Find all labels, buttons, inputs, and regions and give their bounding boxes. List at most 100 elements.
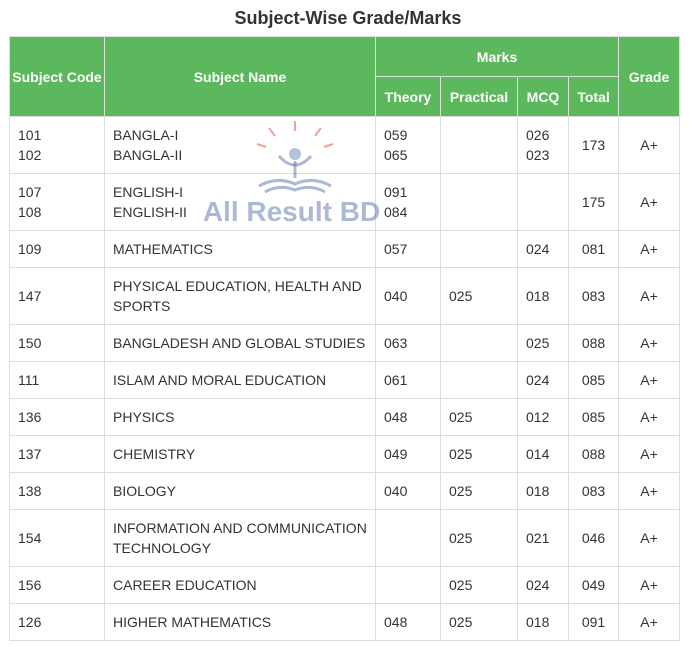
total-mark: 049 [567,566,620,604]
total-mark: 091 [567,603,620,641]
header-grade: Grade [618,36,681,117]
table-row: 126 HIGHER MATHEMATICS 048 025 018 091 A… [9,603,681,641]
theory-mark: 059 [384,127,408,143]
table-row: 147 PHYSICAL EDUCATION, HEALTH AND SPORT… [9,267,681,325]
subject-code: 147 [9,267,105,325]
theory-mark: 091 [384,184,408,200]
table-row: 136 PHYSICS 048 025 012 085 A+ [9,398,681,436]
theory-mark: 048 [375,603,441,641]
mcq-mark: 012 [517,398,569,436]
mcq-mark: 018 [517,267,569,325]
theory-mark: 048 [375,398,441,436]
header-marks: Marks [374,36,620,77]
table-row: 138 BIOLOGY 040 025 018 083 A+ [9,472,681,510]
theory-mark: 040 [375,267,441,325]
header-row-sub: Theory Practical MCQ Total [10,76,680,117]
grade: A+ [618,361,681,399]
mcq-mark: 024 [517,566,569,604]
theory-mark: 084 [384,204,408,220]
theory-mark: 061 [375,361,441,399]
total-mark: 085 [567,361,620,399]
theory-mark: 065 [384,147,408,163]
subject-name: ISLAM AND MORAL EDUCATION [104,361,376,399]
total-mark: 046 [567,509,620,567]
mcq-cell: 026 023 [517,116,569,174]
grade: A+ [618,603,681,641]
subject-name: MATHEMATICS [104,230,376,268]
practical-mark [440,361,518,399]
subject-name: BIOLOGY [104,472,376,510]
practical-mark: 025 [440,435,518,473]
mcq-mark: 021 [517,509,569,567]
subject-code: 136 [9,398,105,436]
total-cell: 173 [567,116,620,174]
mcq-mark: 018 [517,603,569,641]
page-title: Subject-Wise Grade/Marks [234,8,462,28]
marks-table-container: Subject Code Subject Name Marks Grade Th… [9,36,681,641]
total-mark: 083 [567,472,620,510]
grade-cell: A+ [618,173,681,231]
subject-name: CHEMISTRY [104,435,376,473]
theory-mark: 049 [375,435,441,473]
practical-mark [440,230,518,268]
subject-code: 111 [9,361,105,399]
header-row-top: Subject Code Subject Name Marks Grade [9,36,681,117]
table-row: 137 CHEMISTRY 049 025 014 088 A+ [9,435,681,473]
table-row: 101 102 BANGLA-I BANGLA-II 059 065 026 023 1… [9,116,681,174]
subject-name: HIGHER MATHEMATICS [104,603,376,641]
grade: A+ [618,230,681,268]
total-mark: 083 [567,267,620,325]
practical-mark [440,324,518,362]
mcq-mark: 024 [517,230,569,268]
grade-cell: A+ [618,116,681,174]
subject-code: 150 [9,324,105,362]
theory-mark [375,566,441,604]
subject-name: INFORMATION AND COMMUNICATION TECHNOLOGY [104,509,376,567]
theory-mark: 040 [375,472,441,510]
table-row: 111 ISLAM AND MORAL EDUCATION 061 024 08… [9,361,681,399]
grade: A+ [618,398,681,436]
grade: A+ [618,566,681,604]
practical-mark: 025 [440,398,518,436]
subject-code: 109 [9,230,105,268]
grade: A+ [618,435,681,473]
practical-cell [440,116,518,174]
subject-name: PHYSICAL EDUCATION, HEALTH AND SPORTS [104,267,376,325]
table-row: 109 MATHEMATICS 057 024 081 A+ [9,230,681,268]
practical-cell [440,173,518,231]
subject-name-cell: BANGLA-I BANGLA-II [104,116,376,174]
subject-code: 101 [18,127,42,143]
header-practical: Practical [440,76,518,117]
mcq-mark: 018 [517,472,569,510]
theory-cell: 091 084 [375,173,441,231]
subject-name: CAREER EDUCATION [104,566,376,604]
table-row: 156 CAREER EDUCATION 025 024 049 A+ [9,566,681,604]
total-mark: 085 [567,398,620,436]
mcq-mark: 026 [526,127,550,143]
practical-mark: 025 [440,267,518,325]
table-row: 107 108 ENGLISH-I ENGLISH-II 091 084 175 A+ [9,173,681,231]
practical-mark: 025 [440,509,518,567]
total-cell: 175 [567,173,620,231]
subject-name: PHYSICS [104,398,376,436]
subject-code: 108 [18,204,42,220]
grade: A+ [618,267,681,325]
subject-code: 126 [9,603,105,641]
subject-code: 154 [9,509,105,567]
table-row: 150 BANGLADESH AND GLOBAL STUDIES 063 02… [9,324,681,362]
subject-code: 107 [18,184,42,200]
practical-mark: 025 [440,472,518,510]
mcq-mark: 024 [517,361,569,399]
subject-code-cell: 107 108 [9,173,105,231]
mcq-mark: 014 [517,435,569,473]
subject-name: BANGLA-II [113,147,183,163]
header-subject-name: Subject Name [104,36,376,117]
header-theory: Theory [375,76,441,117]
header-subject-code: Subject Code [9,36,105,117]
total-mark: 081 [567,230,620,268]
mcq-cell [517,173,569,231]
header-mcq: MCQ [517,76,569,117]
grade: A+ [618,472,681,510]
subject-code-cell: 101 102 [9,116,105,174]
table-row: 154 INFORMATION AND COMMUNICATION TECHNO… [9,509,681,567]
